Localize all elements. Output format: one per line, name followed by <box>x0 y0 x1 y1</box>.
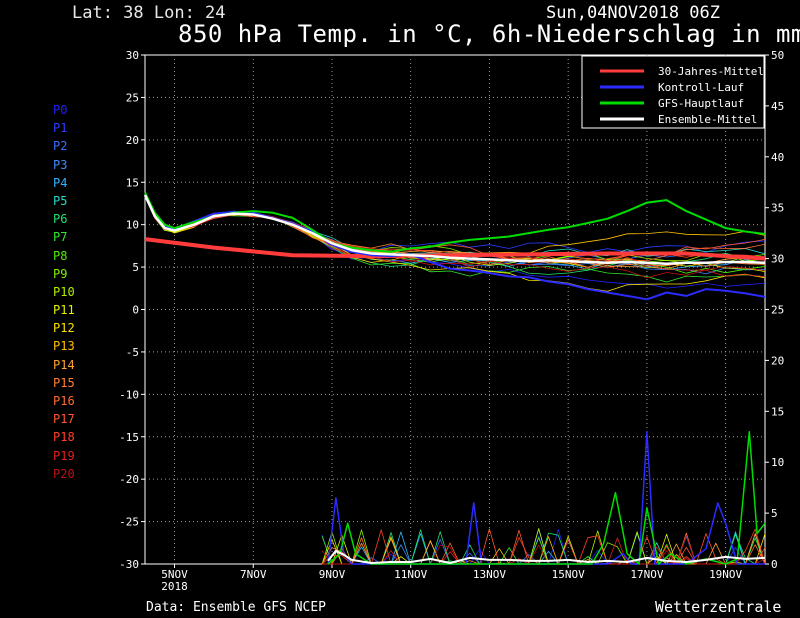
member-label-p16: P16 <box>53 394 75 408</box>
brand-label: Wetterzentrale <box>655 598 782 616</box>
ytick-left-label--5: -5 <box>126 346 139 359</box>
member-label-p14: P14 <box>53 357 75 372</box>
member-label-p18: P18 <box>53 430 75 445</box>
xtick-label-15nov: 15NOV <box>552 568 585 581</box>
member-label-p7: P7 <box>53 230 68 245</box>
xtick-label-13nov: 13NOV <box>473 568 506 581</box>
member-label-p10: P10 <box>53 284 75 299</box>
ytick-left-label-0: 0 <box>132 304 139 317</box>
xtick-label-7nov: 7NOV <box>240 568 267 581</box>
member-label-p20: P20 <box>53 466 75 481</box>
member-label-p5: P5 <box>53 193 68 208</box>
member-label-p19: P19 <box>53 448 75 463</box>
member-label-p12: P12 <box>53 321 75 336</box>
ytick-left-label-20: 20 <box>126 134 139 147</box>
member-label-p0: P0 <box>53 103 68 117</box>
xtick-label-5nov: 5NOV <box>161 568 188 581</box>
ytick-left-label--15: -15 <box>119 431 139 444</box>
member-label-p13: P13 <box>53 339 75 354</box>
ytick-left-label--10: -10 <box>119 388 139 401</box>
ytick-right-label-35: 35 <box>771 202 784 215</box>
ytick-right-label-20: 20 <box>771 354 784 367</box>
run-time-label: Sun,04NOV2018 06Z <box>546 3 720 23</box>
xtick-label-9nov: 9NOV <box>319 568 346 581</box>
xtick-sublabel-2018: 2018 <box>161 580 188 593</box>
ytick-right-label-0: 0 <box>771 558 778 571</box>
member-label-p9: P9 <box>53 266 68 281</box>
member-label-p2: P2 <box>53 139 68 154</box>
ensemble-mean-line <box>143 194 766 265</box>
member-label-p1: P1 <box>53 121 68 136</box>
xtick-label-19nov: 19NOV <box>709 568 742 581</box>
legend-label-0: 30-Jahres-Mittel <box>658 65 764 78</box>
chart-title: 850 hPa Temp. in °C, 6h-Niederschlag in … <box>178 20 800 48</box>
ytick-right-label-10: 10 <box>771 456 784 469</box>
location-label: Lat: 38 Lon: 24 <box>72 3 226 23</box>
ytick-right-label-40: 40 <box>771 151 784 164</box>
ytick-left-label-5: 5 <box>132 261 139 274</box>
member-label-p4: P4 <box>53 175 68 190</box>
climate-mean-line <box>144 237 766 261</box>
ytick-right-label-25: 25 <box>771 304 784 317</box>
data-source-label: Data: Ensemble GFS NCEP <box>146 600 327 615</box>
ytick-left-label-15: 15 <box>126 176 139 189</box>
member-label-p15: P15 <box>53 375 75 390</box>
ytick-right-label-30: 30 <box>771 253 784 266</box>
member-label-p17: P17 <box>53 412 75 427</box>
xtick-label-11nov: 11NOV <box>394 568 427 581</box>
legend-box <box>581 55 765 129</box>
member-label-p6: P6 <box>53 212 68 227</box>
legend-label-2: GFS-Hauptlauf <box>658 97 744 110</box>
xtick-label-17nov: 17NOV <box>630 568 663 581</box>
ytick-right-label-5: 5 <box>771 507 778 520</box>
legend-label-3: Ensemble-Mittel <box>658 113 757 126</box>
legend-label-1: Kontroll-Lauf <box>658 81 744 94</box>
member-label-p3: P3 <box>53 157 68 172</box>
ytick-right-label-50: 50 <box>771 49 784 62</box>
ytick-right-label-15: 15 <box>771 405 784 418</box>
ytick-left-label--25: -25 <box>119 516 139 529</box>
ensemble-precip-line <box>327 549 766 564</box>
ytick-left-label-10: 10 <box>126 219 139 232</box>
control-run-line <box>144 194 766 301</box>
gfs-precip-line <box>327 430 766 565</box>
ytick-right-label-45: 45 <box>771 100 784 113</box>
ytick-left-label-30: 30 <box>126 49 139 62</box>
member-label-p11: P11 <box>53 303 75 318</box>
member-label-p8: P8 <box>53 248 68 263</box>
member-list: P0 P1 P2 P3 P4 P5 P6 P7 P8 P9 P10 P11 P12 P13 P14 P15 P1… <box>53 101 75 483</box>
ytick-left-label--20: -20 <box>119 473 139 486</box>
ytick-left-label-25: 25 <box>126 91 139 104</box>
ytick-left-label--30: -30 <box>119 558 139 571</box>
